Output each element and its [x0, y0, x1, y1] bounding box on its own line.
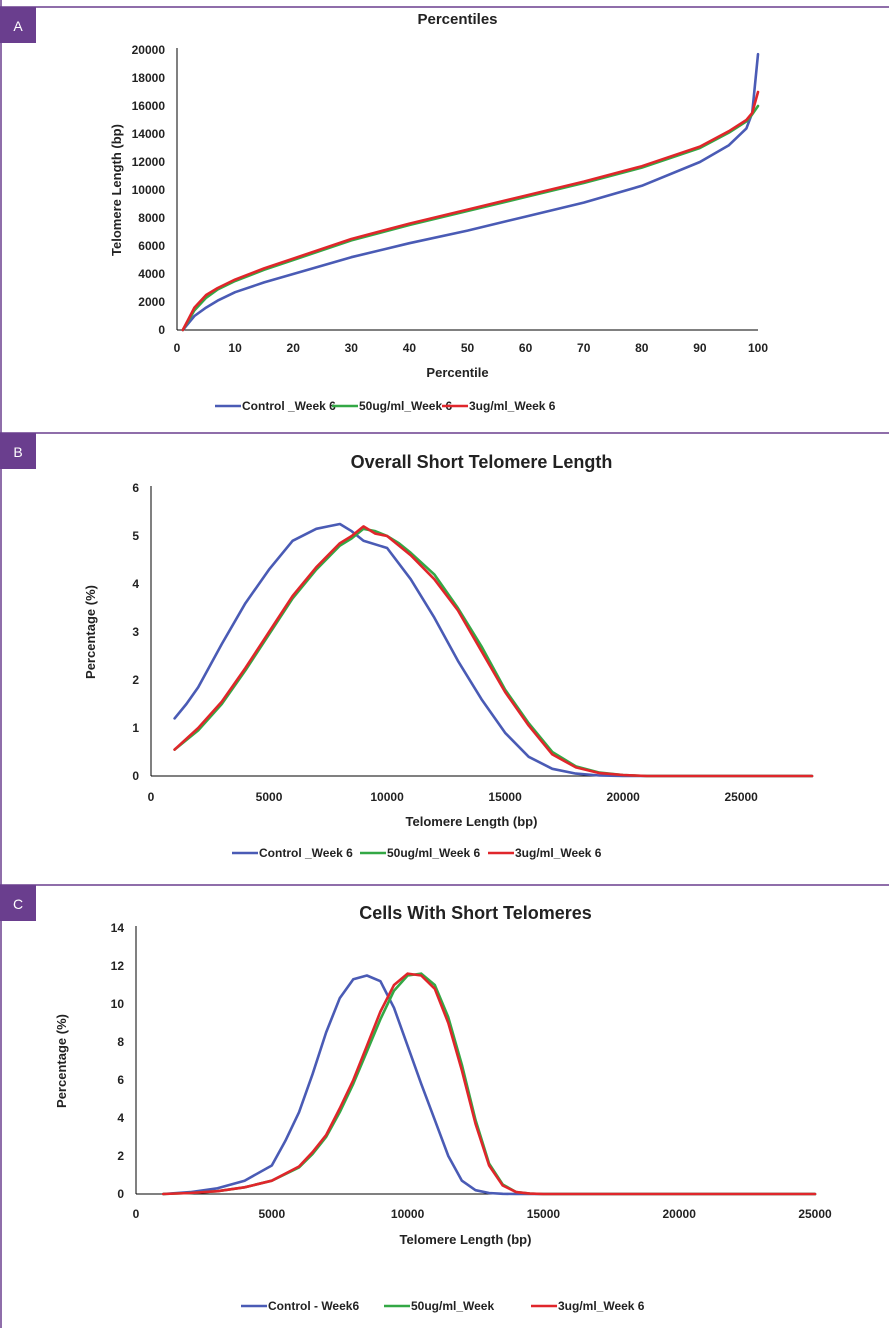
x-tick-label: 0: [148, 790, 155, 804]
y-tick-label: 6000: [138, 239, 165, 253]
legend-label: 50ug/ml_Week 6: [387, 846, 480, 860]
y-tick-label: 6: [117, 1073, 124, 1087]
x-tick-label: 20000: [606, 790, 640, 804]
x-tick-label: 0: [174, 341, 181, 355]
chart-percentiles: Percentiles 0 2000 4000 6000 8000 10000 12000 14…: [109, 11, 768, 413]
x-tick-label: 90: [693, 341, 707, 355]
legend-label: Control _Week 6: [259, 846, 353, 860]
series-line-2: [161, 972, 817, 1196]
x-tick-label: 70: [577, 341, 591, 355]
legend-label: 3ug/ml_Week 6: [469, 399, 556, 413]
x-tick-label: 30: [345, 341, 359, 355]
y-tick-label: 4: [117, 1111, 124, 1125]
y-tick-label: 4000: [138, 267, 165, 281]
x-axis-label: Telomere Length (bp): [406, 814, 538, 829]
chart-title: Percentiles: [417, 11, 497, 28]
y-tick-label: 18000: [132, 71, 166, 85]
chart-title: Overall Short Telomere Length: [351, 452, 613, 472]
y-tick-label: 3: [132, 625, 139, 639]
panel-label-b: B: [13, 444, 22, 460]
x-tick-label: 10000: [391, 1207, 425, 1221]
chart-cells-with-short-telomeres: Cells With Short Telomeres 0 2 4 6 8 10 12 14 0 50…: [54, 903, 832, 1313]
x-tick-label: 20: [287, 341, 301, 355]
y-tick-label: 0: [132, 769, 139, 783]
x-tick-label: 5000: [258, 1207, 285, 1221]
x-tick-label: 5000: [256, 790, 283, 804]
y-axis-label: Telomere Length (bp): [109, 124, 124, 256]
x-tick-label: 10: [228, 341, 242, 355]
y-tick-label: 0: [117, 1187, 124, 1201]
x-axis-label: Telomere Length (bp): [400, 1232, 532, 1247]
x-tick-label: 20000: [663, 1207, 697, 1221]
x-tick-label: 50: [461, 341, 475, 355]
chart-overall-short-telomere-length: Overall Short Telomere Length 0 1 2 3 4 5 6 0 500…: [83, 452, 814, 860]
panel-label-a: A: [13, 18, 23, 34]
legend-label: Control - Week6: [268, 1299, 359, 1313]
series-line-1: [181, 52, 760, 332]
legend-label: 3ug/ml_Week 6: [515, 846, 602, 860]
series-line-3: [173, 525, 814, 778]
x-tick-label: 60: [519, 341, 533, 355]
y-tick-label: 12000: [132, 155, 166, 169]
series-line-1: [173, 522, 814, 778]
y-tick-label: 2: [132, 673, 139, 687]
chart-title: Cells With Short Telomeres: [359, 903, 592, 923]
y-tick-label: 2000: [138, 295, 165, 309]
legend-label: Control _Week 6: [242, 399, 336, 413]
y-tick-label: 10: [111, 997, 125, 1011]
y-tick-label: 16000: [132, 99, 166, 113]
x-tick-label: 25000: [798, 1207, 832, 1221]
x-tick-label: 15000: [488, 790, 522, 804]
y-tick-label: 1: [132, 721, 139, 735]
y-tick-label: 8: [117, 1035, 124, 1049]
y-tick-label: 10000: [132, 183, 166, 197]
series-line-1: [161, 974, 817, 1196]
y-tick-label: 14000: [132, 127, 166, 141]
series-line-3: [161, 972, 817, 1196]
y-axis-label: Percentage (%): [54, 1014, 69, 1108]
x-tick-label: 80: [635, 341, 649, 355]
x-tick-label: 25000: [724, 790, 758, 804]
y-tick-label: 20000: [132, 43, 166, 57]
panel-badge-b: [0, 433, 36, 469]
series-line-2: [181, 104, 760, 332]
y-tick-label: 6: [132, 481, 139, 495]
x-tick-label: 0: [133, 1207, 140, 1221]
y-tick-label: 0: [158, 323, 165, 337]
x-tick-label: 15000: [527, 1207, 561, 1221]
y-tick-label: 5: [132, 529, 139, 543]
panel-label-c: C: [13, 896, 23, 912]
panel-badge-a: [0, 7, 36, 43]
y-tick-label: 12: [111, 959, 125, 973]
series-line-2: [173, 527, 814, 778]
legend-label: 50ug/ml_Week: [411, 1299, 494, 1313]
legend-label: 3ug/ml_Week 6: [558, 1299, 645, 1313]
x-tick-label: 40: [403, 341, 417, 355]
y-tick-label: 14: [111, 921, 125, 935]
y-tick-label: 2: [117, 1149, 124, 1163]
panel-badge-c: [0, 885, 36, 921]
x-tick-label: 10000: [370, 790, 404, 804]
y-axis-label: Percentage (%): [83, 585, 98, 679]
series-line-3: [181, 90, 760, 332]
legend-label: 50ug/ml_Week 6: [359, 399, 452, 413]
x-tick-label: 100: [748, 341, 768, 355]
y-tick-label: 4: [132, 577, 139, 591]
y-tick-label: 8000: [138, 211, 165, 225]
x-axis-label: Percentile: [426, 365, 488, 380]
